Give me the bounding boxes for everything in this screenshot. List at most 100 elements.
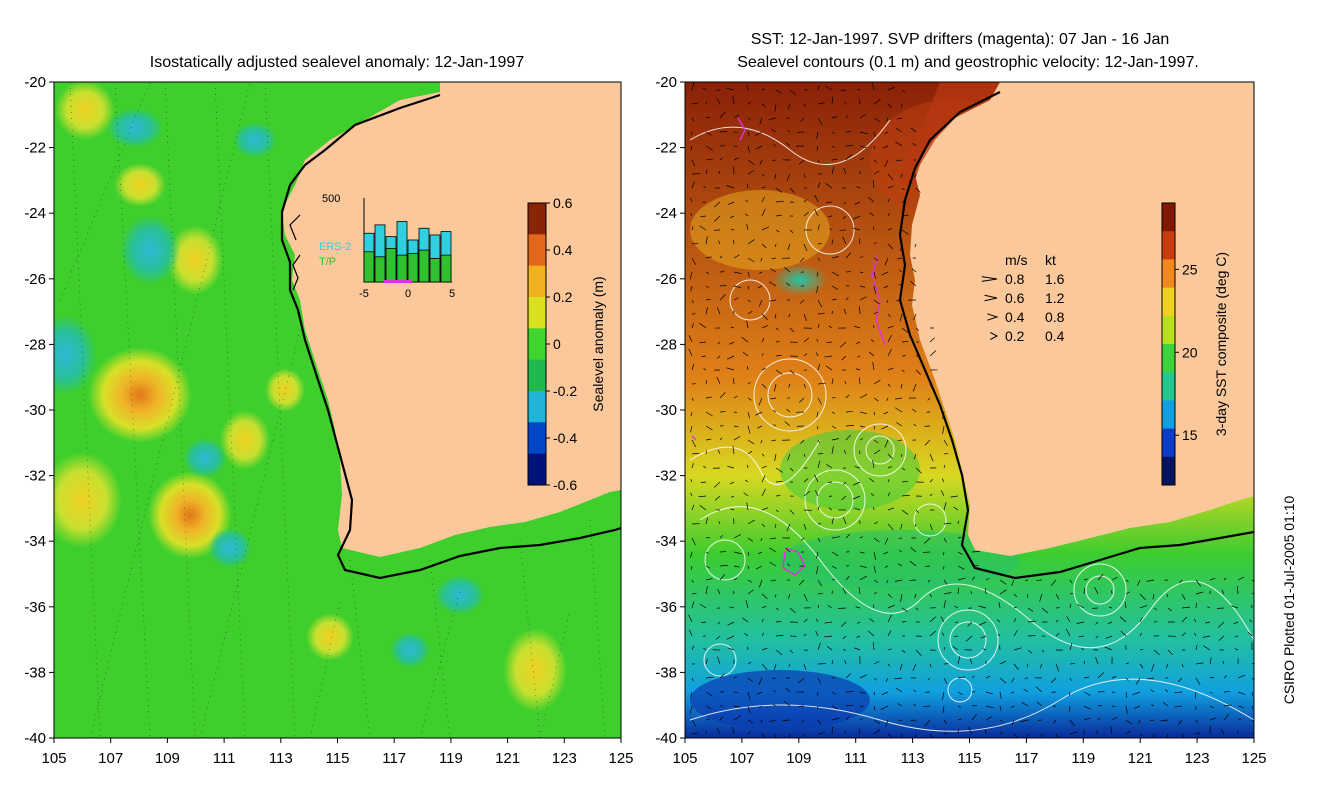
left-lat-tick-label: -26 bbox=[24, 271, 46, 288]
velocity-vector bbox=[761, 353, 764, 357]
velocity-vector bbox=[831, 271, 840, 277]
velocity-vector bbox=[816, 285, 819, 294]
velocity-vector bbox=[844, 100, 847, 105]
velocity-vector bbox=[901, 214, 909, 217]
velocity-vector bbox=[940, 490, 945, 497]
velocity-vector bbox=[705, 145, 713, 151]
velocity-vector bbox=[730, 508, 735, 511]
velocity-vector bbox=[844, 381, 847, 385]
speed-legend-ms: 0.6 bbox=[1005, 290, 1025, 306]
velocity-vector bbox=[873, 299, 880, 305]
velocity-vector bbox=[691, 504, 695, 511]
velocity-vector bbox=[831, 116, 837, 119]
velocity-vector bbox=[731, 495, 735, 498]
velocity-vector bbox=[869, 212, 875, 217]
velocity-vector bbox=[957, 718, 962, 721]
velocity-vector bbox=[713, 481, 721, 488]
velocity-vector bbox=[719, 673, 725, 679]
velocity-vector bbox=[910, 280, 917, 287]
velocity-vector bbox=[799, 397, 805, 403]
velocity-vector bbox=[746, 365, 749, 371]
velocity-vector bbox=[761, 523, 765, 528]
velocity-vector bbox=[914, 173, 917, 178]
velocity-vector bbox=[841, 355, 847, 361]
velocity-vector bbox=[1013, 630, 1018, 637]
velocity-vector bbox=[843, 167, 847, 175]
velocity-vector bbox=[699, 323, 707, 329]
velocity-vector bbox=[957, 565, 965, 570]
velocity-vector bbox=[852, 227, 861, 231]
right-colorbar-swatch bbox=[1162, 259, 1175, 289]
right-map[interactable] bbox=[685, 82, 1259, 742]
velocity-vector bbox=[873, 170, 880, 175]
velocity-vector bbox=[1233, 621, 1239, 625]
velocity-vector bbox=[691, 593, 697, 595]
velocity-vector bbox=[957, 656, 961, 665]
velocity-vector bbox=[1195, 591, 1204, 595]
velocity-vector bbox=[901, 467, 906, 471]
velocity-vector bbox=[817, 117, 823, 125]
velocity-vector bbox=[817, 243, 822, 245]
left-colorbar-swatch bbox=[528, 234, 546, 267]
velocity-vector bbox=[1055, 632, 1060, 637]
velocity-vector bbox=[870, 493, 875, 497]
inset-xtick-neg5: -5 bbox=[359, 288, 369, 300]
left-lat-tick-label: -32 bbox=[24, 468, 46, 485]
velocity-vector bbox=[1111, 675, 1117, 679]
velocity-vector bbox=[899, 313, 903, 322]
velocity-vector bbox=[1174, 691, 1183, 694]
velocity-vector bbox=[831, 96, 834, 105]
velocity-vector bbox=[733, 565, 740, 568]
velocity-vector bbox=[831, 285, 839, 290]
velocity-vector bbox=[872, 83, 875, 91]
velocity-vector bbox=[872, 362, 875, 371]
velocity-vector bbox=[691, 579, 694, 583]
left-map[interactable] bbox=[33, 80, 621, 738]
velocity-vector bbox=[873, 131, 876, 137]
velocity-vector bbox=[985, 705, 994, 709]
velocity-vector bbox=[1039, 663, 1043, 669]
velocity-vector bbox=[887, 479, 890, 483]
velocity-vector bbox=[1202, 635, 1211, 638]
velocity-vector bbox=[1181, 606, 1190, 609]
velocity-vector bbox=[691, 242, 699, 245]
velocity-vector bbox=[1181, 616, 1188, 623]
velocity-vector bbox=[873, 705, 876, 711]
speed-legend-arrow bbox=[989, 331, 999, 341]
velocity-vector bbox=[755, 411, 763, 416]
left-colorbar-tick: 0.6 bbox=[553, 195, 573, 211]
velocity-vector bbox=[691, 537, 696, 546]
velocity-vector bbox=[924, 439, 931, 446]
velocity-vector bbox=[894, 579, 903, 582]
velocity-vector bbox=[772, 409, 777, 413]
left-colorbar: 0.6 0.4 0.2 0 -0.2 -0.4 -0.6 Sealevel anomaly … bbox=[527, 195, 606, 493]
velocity-vector bbox=[747, 411, 750, 419]
velocity-vector bbox=[691, 117, 695, 122]
velocity-vector bbox=[1021, 701, 1029, 707]
velocity-vector bbox=[689, 197, 693, 203]
velocity-vector bbox=[895, 687, 903, 693]
velocity-vector bbox=[887, 648, 892, 651]
velocity-vector bbox=[915, 509, 919, 513]
velocity-vector bbox=[1124, 601, 1127, 609]
velocity-vector bbox=[691, 363, 695, 371]
velocity-vector bbox=[761, 647, 768, 651]
right-colorbar-tick: 25 bbox=[1182, 261, 1198, 277]
velocity-vector bbox=[803, 199, 808, 203]
velocity-vector bbox=[785, 142, 791, 147]
velocity-vector bbox=[873, 379, 881, 385]
speed-legend-kt: 1.6 bbox=[1045, 271, 1065, 287]
velocity-vector bbox=[705, 169, 708, 175]
right-lon-tick-label: 119 bbox=[1071, 750, 1095, 767]
velocity-vector bbox=[769, 719, 777, 722]
velocity-vector bbox=[957, 705, 962, 708]
velocity-vector bbox=[760, 537, 763, 541]
velocity-vector bbox=[784, 421, 791, 427]
velocity-vector bbox=[761, 88, 765, 91]
velocity-vector bbox=[815, 490, 819, 497]
velocity-vector bbox=[872, 226, 875, 231]
velocity-vector bbox=[771, 129, 777, 133]
velocity-vector bbox=[789, 229, 794, 234]
velocity-vector bbox=[854, 201, 861, 205]
velocity-vector bbox=[943, 551, 945, 556]
